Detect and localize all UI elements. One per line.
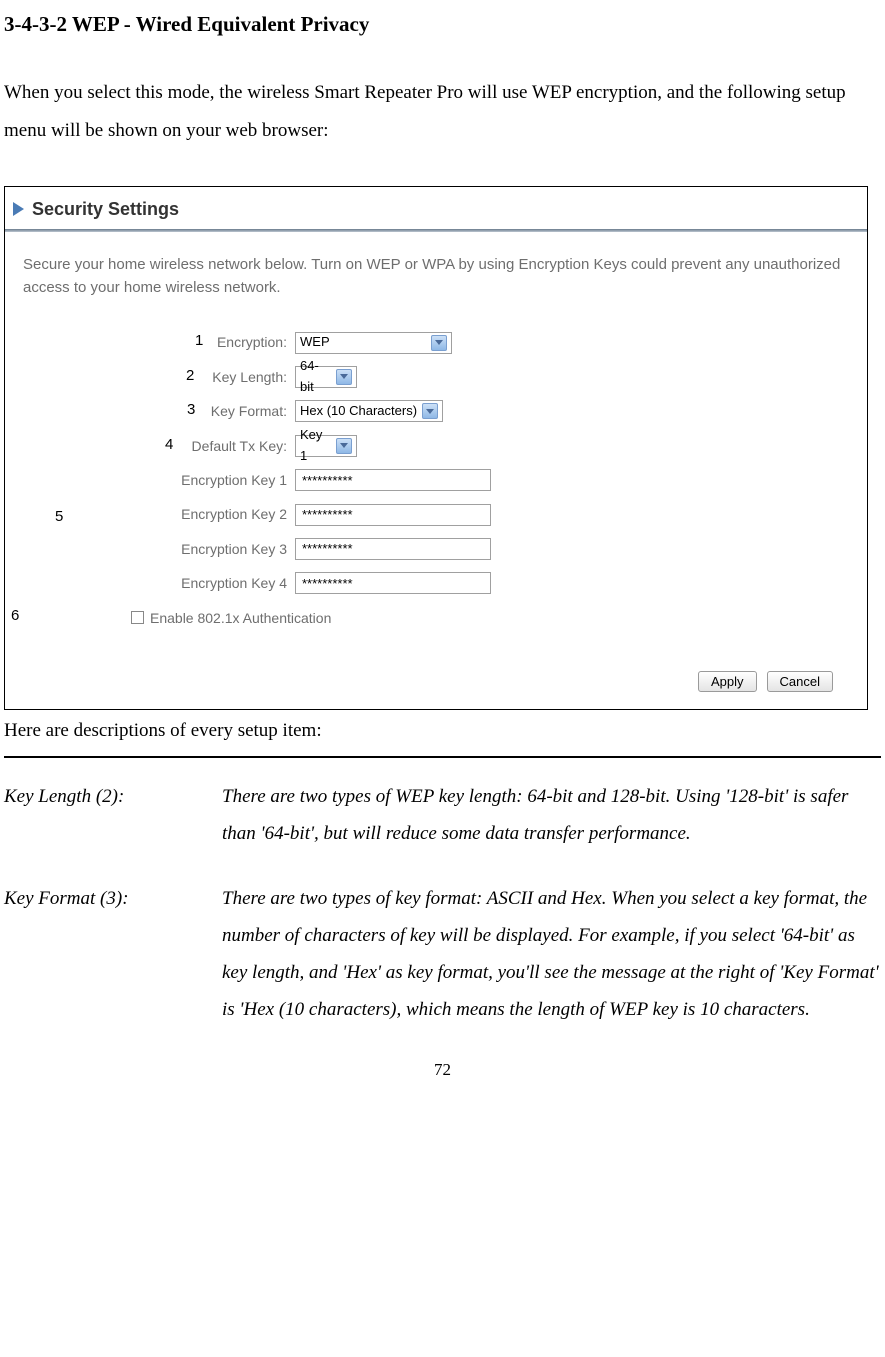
default-tx-label: 4 Default Tx Key: [105,435,295,457]
key3-row: Encryption Key 3 [105,538,807,560]
desc-key-length: Key Length (2): There are two types of W… [4,778,881,852]
panel-title: Security Settings [32,195,179,224]
key2-row: 5 Encryption Key 2 [105,503,807,525]
key-length-row: 2 Key Length: 64-bit [105,366,807,388]
annotation-1: 1 [195,329,203,353]
desc-key-format: Key Format (3): There are two types of k… [4,880,881,1028]
button-row: Apply Cancel [5,639,867,709]
key1-input[interactable] [295,469,491,491]
apply-button[interactable]: Apply [698,671,757,692]
desc-key-format-label: Key Format (3): [4,880,222,1028]
key-length-label: 2 Key Length: [105,366,295,388]
page-number: 72 [4,1056,881,1083]
key2-input[interactable] [295,504,491,526]
chevron-down-icon [431,335,447,351]
key3-label: Encryption Key 3 [105,538,295,560]
annotation-4: 4 [165,433,173,457]
chevron-down-icon [336,438,352,454]
screenshot-container: Security Settings Secure your home wirel… [4,186,868,710]
desc-key-length-text: There are two types of WEP key length: 6… [222,778,881,852]
key-format-row: 3 Key Format: Hex (10 Characters) [105,400,807,422]
default-tx-row: 4 Default Tx Key: Key 1 [105,435,807,457]
annotation-6: 6 [11,604,19,628]
divider [4,756,881,758]
header-underline [5,229,867,232]
form-area: 1 Encryption: WEP 2 Key Length: 64-bit 3… [5,321,867,639]
arrow-icon [13,202,24,216]
encryption-select[interactable]: WEP [295,332,452,354]
descriptions-intro: Here are descriptions of every setup ite… [4,716,881,746]
annotation-2: 2 [186,364,194,388]
chevron-down-icon [422,403,438,419]
key4-input[interactable] [295,572,491,594]
key-length-select[interactable]: 64-bit [295,366,357,388]
panel-description: Secure your home wireless network below.… [5,254,867,299]
enable-8021x-row: 6 Enable 802.1x Authentication [131,607,807,629]
cancel-button[interactable]: Cancel [767,671,833,692]
annotation-3: 3 [187,398,195,422]
key4-row: Encryption Key 4 [105,572,807,594]
section-title: 3-4-3-2 WEP - Wired Equivalent Privacy [4,8,881,42]
key-format-select[interactable]: Hex (10 Characters) [295,400,443,422]
encryption-row: 1 Encryption: WEP [105,331,807,353]
key-format-label: 3 Key Format: [105,400,295,422]
default-tx-select[interactable]: Key 1 [295,435,357,457]
panel-header: Security Settings [5,187,867,230]
annotation-5: 5 [55,505,63,529]
intro-paragraph: When you select this mode, the wireless … [4,74,881,150]
encryption-label: 1 Encryption: [105,331,295,353]
desc-key-format-text: There are two types of key format: ASCII… [222,880,881,1028]
key4-label: Encryption Key 4 [105,572,295,594]
enable-8021x-label: Enable 802.1x Authentication [150,607,331,629]
desc-key-length-label: Key Length (2): [4,778,222,852]
key1-row: Encryption Key 1 [105,469,807,491]
enable-8021x-checkbox[interactable] [131,611,144,624]
key1-label: Encryption Key 1 [105,469,295,491]
key3-input[interactable] [295,538,491,560]
chevron-down-icon [336,369,352,385]
key2-label: 5 Encryption Key 2 [105,503,295,525]
